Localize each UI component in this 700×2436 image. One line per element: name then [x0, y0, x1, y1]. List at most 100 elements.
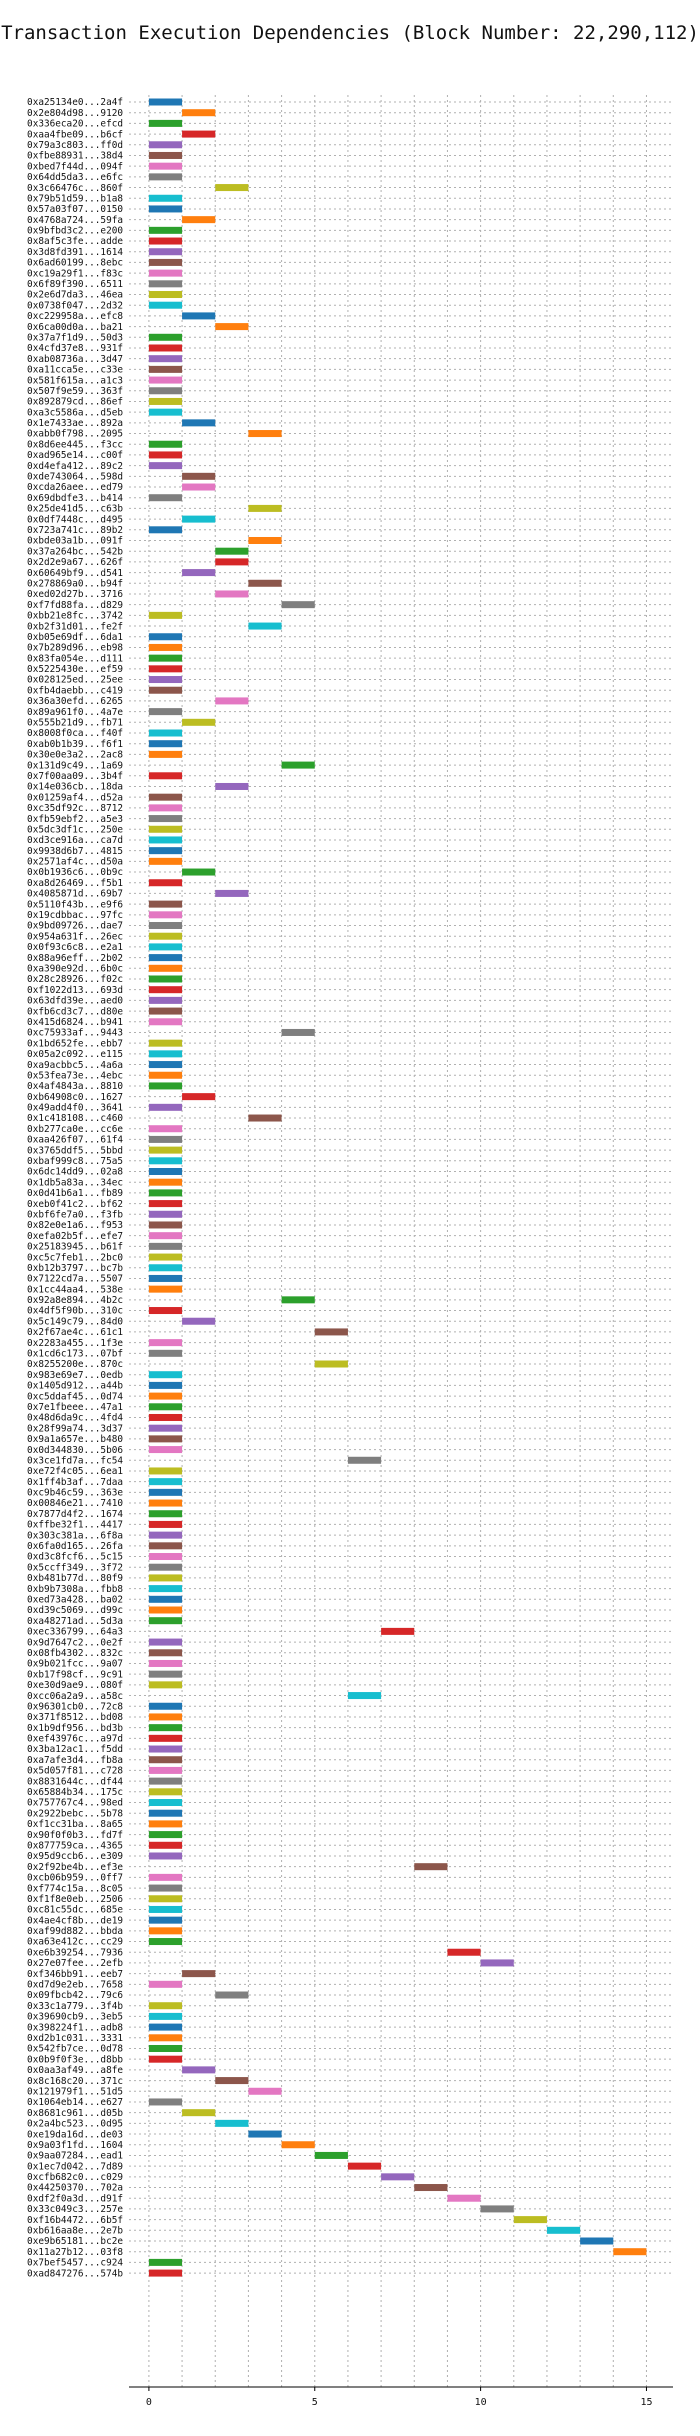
- transaction-label: 0xa63e412c...cc29: [27, 1937, 123, 1948]
- transaction-bar: [148, 1499, 183, 1507]
- transaction-label: 0xa48271ad...5d3a: [27, 1616, 123, 1627]
- transaction-bar: [148, 1467, 183, 1475]
- transaction-label: 0x723a741c...89b2: [27, 525, 123, 536]
- transaction-bar: [182, 109, 216, 117]
- transaction-bar: [148, 1242, 183, 1250]
- transaction-label: 0x1cc44aa4...538e: [27, 1284, 123, 1295]
- transaction-label: 0xc229958a...efc8: [27, 311, 123, 322]
- transaction-bar: [248, 2130, 282, 2138]
- transaction-bar: [148, 1659, 183, 1667]
- transaction-label: 0x9bfbd3c2...e200: [27, 226, 123, 237]
- transaction-bar: [148, 964, 183, 972]
- transaction-bar: [148, 1157, 183, 1165]
- transaction-label: 0x53fea73e...4ebc: [27, 1070, 123, 1081]
- transaction-bar: [148, 151, 183, 159]
- transaction-label: 0x88a96eff...2b02: [27, 953, 123, 964]
- transaction-bar: [182, 2109, 216, 2117]
- transaction-bar: [148, 975, 183, 983]
- transaction-label: 0xaa4fbe09...b6cf: [27, 129, 123, 140]
- transaction-bar: [148, 1873, 183, 1881]
- transaction-bar: [148, 1905, 183, 1913]
- transaction-label: 0xad847276...574b: [27, 2268, 123, 2279]
- transaction-bar: [148, 1413, 183, 1421]
- transaction-bar: [381, 2173, 415, 2181]
- transaction-label: 0xb9b7308a...fbb8: [27, 1584, 123, 1595]
- transaction-label: 0x64dd5da3...e6fc: [27, 172, 123, 183]
- transaction-label: 0x2e804d98...9120: [27, 108, 123, 119]
- transaction-bar: [148, 665, 183, 673]
- transaction-bar: [148, 1135, 183, 1143]
- transaction-label: 0xf1022d13...693d: [27, 985, 123, 996]
- transaction-label: 0x5225430e...ef59: [27, 664, 123, 675]
- transaction-label: 0x983e69e7...0edb: [27, 1370, 123, 1381]
- transaction-bar: [148, 1510, 183, 1518]
- transaction-bar: [148, 2044, 183, 2052]
- transaction-bar: [148, 1392, 183, 1400]
- transaction-bar: [148, 1820, 183, 1828]
- transaction-label: 0x89a961f0...4a7e: [27, 707, 123, 718]
- transaction-bar: [148, 1702, 183, 1710]
- transaction-bar: [215, 558, 249, 566]
- transaction-bar: [513, 2216, 547, 2224]
- transaction-bar: [148, 1007, 183, 1015]
- transaction-bar: [248, 504, 282, 512]
- transaction-label: 0x303c381a...6f8a: [27, 1530, 123, 1541]
- transaction-bar: [148, 1799, 183, 1807]
- transaction-label: 0x5d057f81...c728: [27, 1766, 123, 1777]
- transaction-bar: [148, 1788, 183, 1796]
- transaction-bar: [148, 708, 183, 716]
- transaction-bar: [248, 579, 282, 587]
- transaction-bar: [148, 280, 183, 288]
- transaction-label: 0xb17f98cf...9c91: [27, 1669, 123, 1680]
- transaction-label: 0xb12b3797...bc7b: [27, 1263, 123, 1274]
- transaction-bar: [148, 676, 183, 684]
- transaction-label: 0x44250370...702a: [27, 2183, 123, 2194]
- transaction-bar: [148, 825, 183, 833]
- transaction-label: 0x581f615a...a1c3: [27, 375, 123, 386]
- transaction-label: 0xcb06b959...0ff7: [27, 1873, 123, 1884]
- transaction-bar: [148, 1446, 183, 1454]
- transaction-label: 0xb277ca0e...cc6e: [27, 1124, 123, 1135]
- transaction-bar: [148, 376, 183, 384]
- transaction-label: 0x278869a0...b94f: [27, 578, 123, 589]
- transaction-label: 0x8d6ee445...f3cc: [27, 439, 123, 450]
- transaction-bar: [215, 2119, 249, 2127]
- transaction-bar: [148, 408, 183, 416]
- transaction-bar: [314, 2151, 348, 2159]
- transaction-label: 0xcfb682c0...c029: [27, 2172, 123, 2183]
- transaction-bar: [148, 173, 183, 181]
- transaction-label: 0x9d7647c2...0e2f: [27, 1637, 123, 1648]
- transaction-label: 0xa3c5586a...d5eb: [27, 407, 123, 418]
- transaction-label: 0x7877d4f2...1674: [27, 1509, 123, 1520]
- transaction-bar: [148, 750, 183, 758]
- transaction-label: 0x0b9f0f3e...d8bb: [27, 2054, 123, 2065]
- transaction-bar: [215, 2077, 249, 2085]
- transaction-bar: [148, 804, 183, 812]
- transaction-label: 0xb481b77d...80f9: [27, 1573, 123, 1584]
- transaction-bar: [148, 2023, 183, 2031]
- transaction-label: 0x57a03f07...0150: [27, 204, 123, 215]
- transaction-bar: [148, 847, 183, 855]
- transaction-bar: [148, 1232, 183, 1240]
- transaction-bar: [148, 1178, 183, 1186]
- transaction-bar: [182, 1970, 216, 1978]
- transaction-bar: [182, 569, 216, 577]
- transaction-label: 0xabb0f798...2095: [27, 429, 123, 440]
- transaction-bar: [148, 932, 183, 940]
- transaction-label: 0x65884b34...175c: [27, 1787, 123, 1798]
- transaction-bar: [248, 1114, 282, 1122]
- transaction-bar: [148, 654, 183, 662]
- transaction-bar: [148, 1585, 183, 1593]
- transaction-bar: [182, 419, 216, 427]
- transaction-label: 0xa11cca5e...c33e: [27, 365, 123, 376]
- transaction-bar: [148, 1595, 183, 1603]
- transaction-label: 0x9938d6b7...4815: [27, 846, 123, 857]
- transaction-bar: [148, 1681, 183, 1689]
- transaction-label: 0x0738f047...2d32: [27, 300, 123, 311]
- transaction-label: 0xc35df92c...8712: [27, 803, 123, 814]
- transaction-bar: [148, 857, 183, 865]
- transaction-bar: [148, 1852, 183, 1860]
- transaction-label: 0x37a264bc...542b: [27, 546, 123, 557]
- transaction-label: 0xcda26aee...ed79: [27, 482, 123, 493]
- transaction-label: 0x2a4bc523...0d95: [27, 2119, 123, 2130]
